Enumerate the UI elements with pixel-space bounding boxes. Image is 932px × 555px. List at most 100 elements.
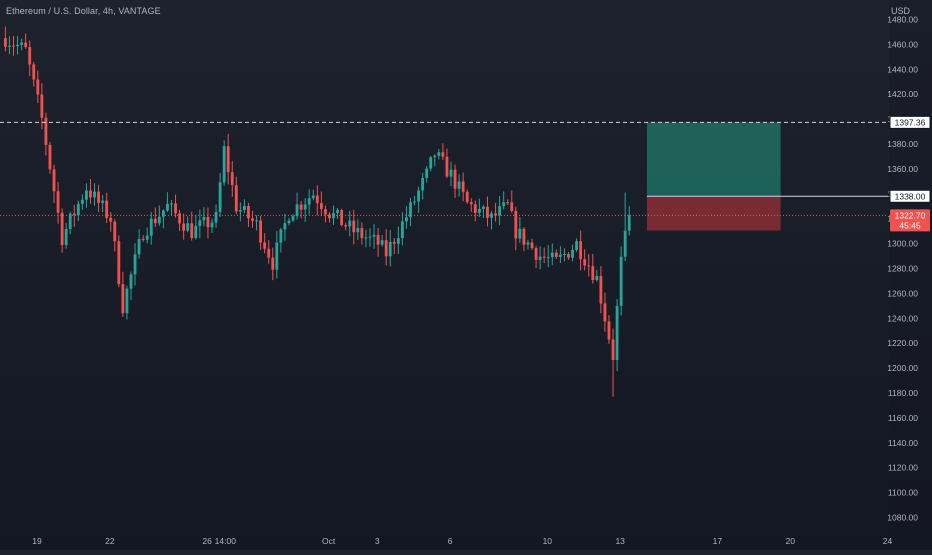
candle-body: [287, 220, 291, 224]
candle-body: [44, 117, 48, 145]
candle-body: [348, 220, 352, 227]
candle-body: [421, 177, 425, 191]
candle-body: [182, 223, 186, 231]
candle-body: [68, 213, 72, 229]
candle-body: [145, 235, 149, 240]
candle-body: [121, 284, 125, 314]
candle-body: [311, 195, 315, 199]
candle-body: [413, 201, 416, 203]
candle-body: [170, 203, 173, 205]
candle-body: [72, 213, 76, 216]
time-tick-label: 22: [105, 536, 115, 546]
currency-label: USD: [890, 6, 910, 16]
candle-body: [129, 274, 133, 289]
candle-body: [275, 242, 279, 270]
candle-body: [24, 42, 28, 47]
price-tick-label: 1480.00: [887, 14, 918, 24]
candle-body: [186, 223, 190, 231]
candle-body: [603, 303, 607, 322]
time-tick-label: Oct: [322, 536, 336, 546]
candle-body: [133, 254, 137, 275]
candle-body: [473, 204, 477, 214]
candle-body: [441, 152, 445, 157]
candle-body: [494, 213, 497, 216]
last-price-value: 1322.70: [895, 210, 926, 220]
candle-body: [64, 228, 68, 246]
candle-body: [279, 229, 283, 243]
candle-body: [198, 220, 202, 226]
candle-body: [461, 181, 465, 192]
candle-body: [226, 146, 230, 173]
candle-body: [579, 241, 583, 260]
candle-body: [510, 202, 514, 211]
price-tick-label: 1080.00: [887, 513, 918, 523]
candle-body: [89, 190, 92, 198]
time-tick-label: 26: [202, 536, 212, 546]
candle-body: [194, 225, 198, 238]
candle-body: [32, 64, 36, 80]
candle-body: [619, 256, 623, 306]
candle-body: [80, 199, 84, 204]
price-tick-label: 1440.00: [887, 64, 918, 74]
price-tick-label: 1200.00: [887, 363, 918, 373]
candle-body: [230, 172, 234, 186]
candle-body: [352, 220, 356, 233]
candle-body: [546, 257, 550, 259]
candle-body: [218, 182, 222, 212]
candle-body: [20, 42, 24, 45]
candle-body: [319, 203, 323, 210]
price-tick-label: 1180.00: [888, 388, 918, 398]
time-tick-label: 3: [375, 536, 380, 546]
candle-body: [425, 168, 429, 178]
candle-body: [157, 216, 161, 224]
candle-body: [567, 254, 570, 258]
candle-body: [16, 44, 19, 47]
price-axis-background: [889, 0, 932, 550]
price-tick-label: 1100.00: [888, 488, 918, 498]
candle-body: [93, 191, 96, 198]
candle-body: [433, 155, 437, 158]
candle-body: [174, 203, 177, 214]
candle-body: [486, 206, 489, 218]
candle-body: [563, 254, 566, 256]
position-profit-zone: [646, 122, 781, 197]
candle-body: [530, 242, 534, 249]
candle-body: [611, 339, 615, 360]
candle-body: [299, 204, 303, 210]
price-tick-label: 1360.00: [887, 164, 918, 174]
candle-body: [364, 237, 368, 239]
last-price-badge: [890, 209, 930, 232]
candle-body: [60, 212, 64, 246]
candle-body: [97, 191, 100, 203]
candle-body: [445, 156, 449, 177]
candle-body: [113, 221, 117, 242]
candle-body: [40, 94, 44, 118]
candle-body: [344, 225, 348, 227]
candle-body: [502, 202, 506, 207]
candle-body: [591, 266, 595, 281]
candle-body: [109, 217, 113, 222]
candle-body: [583, 259, 587, 266]
price-tick-label: 1160.00: [888, 413, 918, 423]
candle-body: [405, 217, 408, 222]
candle-body: [12, 45, 15, 47]
price-tick-label: 1420.00: [887, 89, 918, 99]
candle-body: [417, 190, 421, 202]
candle-body: [190, 223, 194, 238]
candle-body: [542, 256, 546, 258]
candle-body: [437, 152, 441, 156]
candle-body: [534, 248, 538, 260]
candle-body: [307, 198, 311, 205]
candle-body: [400, 221, 404, 239]
candle-body: [105, 200, 109, 218]
candle-body: [137, 238, 141, 255]
candle-body: [627, 215, 631, 231]
candle-body: [392, 241, 396, 244]
candle-body: [28, 46, 32, 65]
candle-body: [117, 241, 121, 285]
candle-body: [587, 265, 591, 267]
price-tick-label: 1260.00: [887, 288, 918, 298]
candle-body: [214, 211, 218, 223]
